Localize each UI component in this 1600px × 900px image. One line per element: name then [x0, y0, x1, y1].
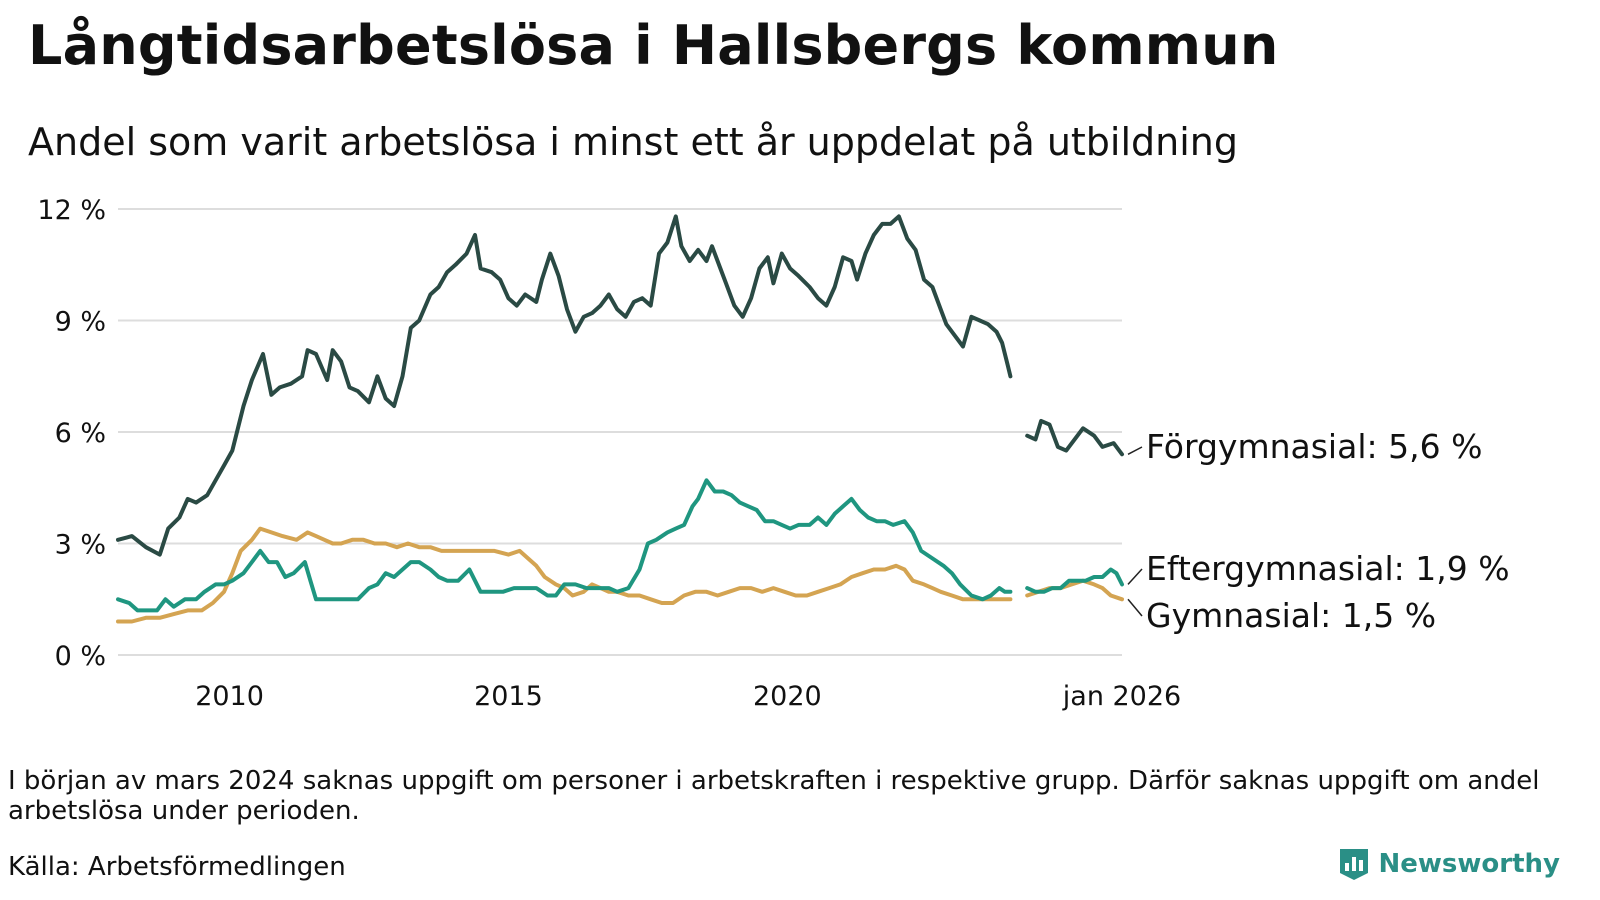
series-line-gymnasial — [116, 526, 1013, 624]
series-line-förgymnasial-efter-avbrott — [1025, 418, 1124, 457]
y-tick-label-12: 12 % — [37, 195, 106, 226]
leader-gymnasial — [1127, 598, 1143, 617]
y-tick-label-3: 3 % — [55, 530, 106, 561]
x-tick-label-2015: 2015 — [474, 681, 543, 712]
chart-subtitle: Andel som varit arbetslösa i minst ett å… — [28, 120, 1239, 164]
label-forgymnasial: Förgymnasial: 5,6 % — [1146, 427, 1482, 466]
line-chart: 0 % 3 % 6 % 9 % 12 % 2010 2015 2020 jan … — [37, 195, 1510, 712]
series-labels: Förgymnasial: 5,6 % Eftergymnasial: 1,9 … — [1127, 427, 1510, 635]
source-text: Källa: Arbetsförmedlingen — [8, 852, 346, 882]
x-tick-label-2010: 2010 — [195, 681, 264, 712]
series-line-eftergymnasial-efter-avbrott — [1025, 567, 1124, 594]
x-tick-label-jan-2026: jan 2026 — [1062, 681, 1181, 712]
brand-name: Newsworthy — [1378, 849, 1560, 879]
brand-logo: Newsworthy — [1337, 846, 1560, 882]
y-tick-label-0: 0 % — [55, 641, 106, 672]
leader-eftergymnasial — [1127, 568, 1143, 585]
x-axis-ticks: 2010 2015 2020 jan 2026 — [195, 681, 1181, 712]
label-gymnasial: Gymnasial: 1,5 % — [1146, 596, 1436, 635]
footnote: I början av mars 2024 saknas uppgift om … — [8, 766, 1540, 826]
leader-forgymnasial — [1127, 446, 1143, 455]
y-tick-label-9: 9 % — [55, 307, 106, 338]
newsworthy-logo-icon — [1339, 849, 1368, 880]
label-eftergymnasial: Eftergymnasial: 1,9 % — [1146, 549, 1510, 588]
series-lines — [116, 214, 1124, 624]
x-tick-label-2020: 2020 — [753, 681, 822, 712]
series-line-förgymnasial — [116, 214, 1013, 557]
chart-title: Långtidsarbetslösa i Hallsbergs kommun — [28, 14, 1279, 77]
y-tick-label-6: 6 % — [55, 418, 106, 449]
series-line-eftergymnasial — [116, 478, 1013, 613]
y-axis-ticks: 0 % 3 % 6 % 9 % 12 % — [37, 195, 106, 672]
gridlines — [118, 208, 1122, 656]
